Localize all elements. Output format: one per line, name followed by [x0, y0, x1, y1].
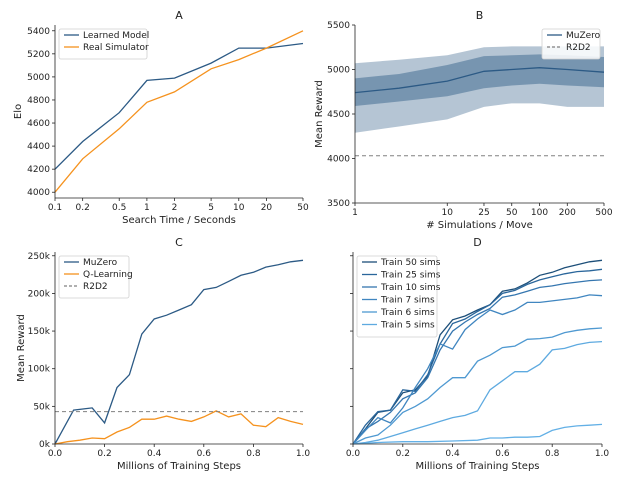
- y-tick-label: 4000: [27, 188, 50, 198]
- legend-label: Train 10 sims: [380, 283, 441, 293]
- legend-label: Real Simulator: [83, 43, 149, 53]
- x-tick-label: 1: [352, 208, 358, 218]
- x-tick-label: 0.8: [545, 449, 560, 459]
- legend: Learned Model Real Simulator: [58, 28, 149, 60]
- legend-box: [58, 255, 130, 299]
- panel-title: D: [473, 236, 481, 249]
- legend-label: Learned Model: [83, 31, 149, 41]
- series-line-train-25-sims: [352, 268, 603, 445]
- y-tick-label: 250k: [28, 252, 51, 262]
- panel-title: A: [175, 9, 183, 22]
- legend-label: MuZero: [83, 258, 118, 268]
- x-tick-label: 0.4: [147, 449, 162, 459]
- x-tick-label: 50: [506, 208, 518, 218]
- series-line-train-7-sims: [352, 294, 603, 445]
- legend: MuZero R2D2: [541, 28, 601, 60]
- x-tick-label: 0.5: [112, 203, 126, 213]
- legend-box: [58, 28, 148, 60]
- series-line-train-10-sims: [352, 279, 603, 445]
- x-axis-label: # Simulations / Move: [426, 220, 533, 231]
- y-tick-label: 5500: [327, 21, 350, 31]
- series-line-train-5-sims: [352, 340, 603, 445]
- x-axis-label: Millions of Training Steps: [117, 461, 241, 472]
- x-tick-label: 5: [208, 203, 214, 213]
- x-tick-label: 200: [559, 208, 576, 218]
- legend-box: [541, 28, 601, 60]
- x-tick-label: 0.6: [495, 449, 510, 459]
- y-tick-label: 150k: [28, 327, 51, 337]
- x-tick-label: 25: [478, 208, 489, 218]
- panel-a: A 0.1 0.2 0.5 1 2 5 10 20 50 4000 4200 4400 4600 4800 5…: [13, 9, 309, 226]
- y-tick-label: 100k: [28, 365, 51, 375]
- legend-label: Train 6 sims: [380, 308, 435, 318]
- panel-c: C 0.0 0.2 0.4 0.6 0.8 1.0 0k 50k 100k 150k 200k 250k…: [16, 236, 310, 472]
- x-axis-label: Millions of Training Steps: [415, 461, 539, 472]
- legend-label: Train 5 sims: [380, 321, 435, 331]
- y-axis-label: Mean Reward: [16, 314, 27, 382]
- series-line-unnamed: [352, 423, 603, 445]
- x-tick-label: 1.0: [296, 449, 311, 459]
- legend-box: [356, 255, 438, 338]
- x-tick-label: 0.4: [445, 449, 460, 459]
- x-tick-label: 0.2: [97, 449, 111, 459]
- y-tick-label: 50k: [33, 402, 50, 412]
- x-tick-label: 1: [144, 203, 150, 213]
- panel-d: D 0.0 0.2 0.4 0.6 0.8 1.0 Millions of Training …: [346, 236, 610, 472]
- y-tick-label: 5400: [27, 27, 50, 37]
- x-tick-label: 1.0: [595, 449, 610, 459]
- series-line-real-simulator: [54, 30, 304, 193]
- series-line-q-learning: [54, 410, 304, 445]
- y-axis-label: Elo: [13, 104, 24, 119]
- y-tick-label: 4600: [27, 119, 50, 129]
- series-line-train-6-sims: [352, 327, 603, 445]
- x-tick-label: 20: [261, 203, 273, 213]
- x-tick-label: 500: [595, 208, 612, 218]
- panel-title: B: [476, 9, 484, 22]
- x-axis-label: Search Time / Seconds: [122, 215, 236, 226]
- x-tick-label: 0.2: [75, 203, 89, 213]
- x-tick-label: 0.0: [48, 449, 63, 459]
- x-tick-label: 50: [297, 203, 309, 213]
- y-tick-label: 0k: [39, 440, 51, 450]
- legend-label: Train 25 sims: [380, 271, 441, 281]
- x-tick-label: 0.0: [346, 449, 361, 459]
- series-line-muzero: [354, 67, 605, 94]
- legend-label: R2D2: [566, 43, 591, 53]
- y-tick-label: 4500: [327, 110, 350, 120]
- x-tick-label: 0.6: [197, 449, 212, 459]
- legend-label: Train 7 sims: [380, 296, 435, 306]
- x-tick-label: 2: [172, 203, 178, 213]
- x-tick-label: 0.2: [396, 449, 410, 459]
- legend: MuZero Q-Learning R2D2: [58, 255, 133, 299]
- y-tick-label: 5200: [27, 50, 50, 60]
- x-tick-label: 0.1: [48, 203, 62, 213]
- y-tick-label: 5000: [27, 73, 50, 83]
- y-tick-label: 200k: [28, 289, 51, 299]
- y-tick-label: 4400: [27, 142, 50, 152]
- x-tick-label: 100: [531, 208, 548, 218]
- legend: Train 50 sims Train 25 sims Train 10 sims T…: [356, 255, 441, 338]
- legend-label: Train 50 sims: [380, 258, 441, 268]
- legend-label: Q-Learning: [83, 270, 133, 280]
- legend-label: R2D2: [83, 282, 108, 292]
- x-tick-label: 10: [233, 203, 245, 213]
- panel-title: C: [175, 236, 183, 249]
- x-tick-label: 0.8: [246, 449, 261, 459]
- series-line-learned-model: [54, 42, 304, 170]
- panel-b: B 1 10 25 50 100 200 500 3500 4000 4500 5000 5500 # S…: [314, 9, 613, 231]
- y-tick-label: 3500: [327, 199, 350, 209]
- y-tick-label: 4000: [327, 155, 350, 165]
- y-tick-label: 4800: [27, 96, 50, 106]
- series-line-muzero: [54, 259, 304, 445]
- y-axis-label: Mean Reward: [314, 80, 325, 148]
- y-tick-label: 5000: [327, 66, 350, 76]
- legend-label: MuZero: [566, 31, 601, 41]
- x-tick-label: 10: [442, 208, 454, 218]
- y-tick-label: 4200: [27, 165, 50, 175]
